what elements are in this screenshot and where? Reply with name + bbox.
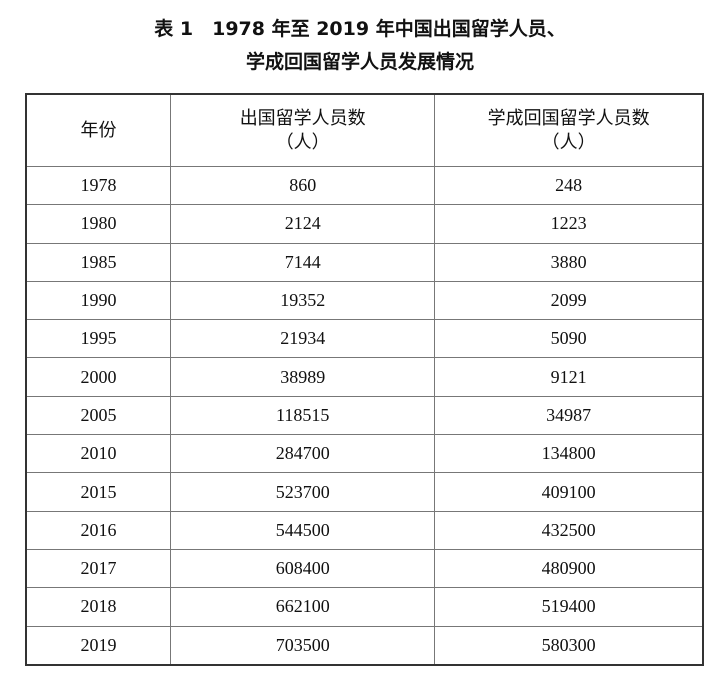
cell-year: 2005	[25, 395, 172, 436]
header-returned: 学成回国留学人员数 （人）	[434, 93, 704, 167]
table-row: 1978 860 248	[25, 165, 704, 206]
cell-returned: 248	[434, 165, 704, 206]
cell-returned: 1223	[434, 204, 704, 244]
cell-outbound: 523700	[170, 472, 436, 512]
header-label: 出国留学人员数	[239, 107, 366, 129]
cell-returned: 519400	[434, 587, 704, 627]
cell-outbound: 703500	[170, 625, 436, 666]
cell-year: 1985	[25, 242, 172, 282]
cell-year: 2016	[25, 510, 172, 550]
cell-outbound: 662100	[170, 587, 436, 627]
header-label: 年份	[80, 119, 117, 141]
header-year: 年份	[25, 93, 172, 167]
cell-returned: 480900	[434, 548, 704, 589]
cell-year: 2000	[25, 357, 172, 397]
cell-returned: 134800	[434, 434, 704, 474]
cell-year: 2017	[25, 548, 172, 589]
table-title-line-2: 学成回国留学人员发展情况	[245, 51, 474, 73]
header-label: 学成回国留学人员数	[487, 107, 650, 129]
cell-outbound: 284700	[170, 434, 436, 474]
cell-year: 2010	[25, 434, 172, 474]
cell-outbound: 608400	[170, 548, 436, 589]
cell-year: 1980	[25, 204, 172, 244]
cell-year: 2019	[25, 625, 172, 666]
cell-returned: 5090	[434, 319, 704, 359]
cell-outbound: 860	[170, 165, 436, 206]
cell-year: 1995	[25, 319, 172, 359]
cell-returned: 409100	[434, 472, 704, 512]
cell-outbound: 2124	[170, 204, 436, 244]
table-row: 1985 7144 3880	[25, 242, 704, 282]
cell-returned: 3880	[434, 242, 704, 282]
data-table: 年份 出国留学人员数 （人） 学成回国留学人员数 （人） 1978 860 248 198…	[25, 93, 704, 666]
table-title-line-1: 表 1 1978 年至 2019 年中国出国留学人员、	[154, 18, 566, 40]
cell-returned: 2099	[434, 280, 704, 321]
table-row: 1995 21934 5090	[25, 319, 704, 359]
table-row: 2015 523700 409100	[25, 472, 704, 512]
cell-returned: 432500	[434, 510, 704, 550]
cell-returned: 580300	[434, 625, 704, 666]
table-row: 2016 544500 432500	[25, 510, 704, 550]
cell-outbound: 21934	[170, 319, 436, 359]
header-unit: （人）	[541, 131, 596, 153]
cell-year: 2015	[25, 472, 172, 512]
table-row: 2005 118515 34987	[25, 395, 704, 436]
table-row: 2018 662100 519400	[25, 587, 704, 627]
table-row: 1990 19352 2099	[25, 280, 704, 321]
cell-outbound: 7144	[170, 242, 436, 282]
cell-year: 1978	[25, 165, 172, 206]
table-row: 2000 38989 9121	[25, 357, 704, 397]
table-row: 1980 2124 1223	[25, 204, 704, 244]
cell-returned: 9121	[434, 357, 704, 397]
table-row: 2010 284700 134800	[25, 434, 704, 474]
cell-year: 1990	[25, 280, 172, 321]
cell-outbound: 19352	[170, 280, 436, 321]
cell-outbound: 544500	[170, 510, 436, 550]
header-unit: （人）	[275, 131, 330, 153]
header-row: 年份 出国留学人员数 （人） 学成回国留学人员数 （人）	[25, 93, 704, 167]
cell-outbound: 118515	[170, 395, 436, 436]
table-row: 2019 703500 580300	[25, 625, 704, 666]
cell-outbound: 38989	[170, 357, 436, 397]
table-row: 2017 608400 480900	[25, 548, 704, 589]
cell-year: 2018	[25, 587, 172, 627]
header-outbound: 出国留学人员数 （人）	[170, 93, 436, 167]
cell-returned: 34987	[434, 395, 704, 436]
